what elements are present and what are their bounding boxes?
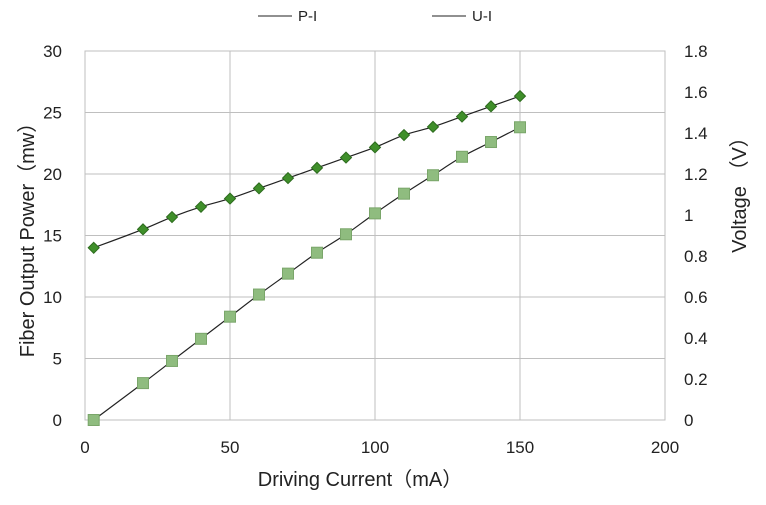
point-u-i-2	[165, 210, 179, 224]
point-u-i-8	[339, 151, 353, 164]
x-tick-label-3: 150	[506, 438, 534, 457]
point-u-i-11	[426, 120, 440, 134]
x-tick-label-0: 0	[80, 438, 89, 457]
point-p-i-8	[340, 228, 352, 241]
x-tick-label-2: 100	[361, 438, 389, 457]
gridlines	[85, 51, 665, 420]
y-left-tick-label-3: 15	[43, 227, 62, 246]
y-right-axis-title: Voltage （V）	[728, 127, 751, 253]
x-tick-label-1: 50	[221, 438, 240, 457]
point-p-i-3	[195, 332, 207, 345]
point-p-i-10	[398, 187, 410, 200]
y-right-tick-label-5: 1	[684, 206, 693, 225]
point-p-i-1	[137, 377, 149, 390]
y-left-tick-label-5: 25	[43, 104, 62, 123]
y-left-tick-label-2: 10	[43, 288, 62, 307]
legend: P-I U-I	[258, 8, 492, 25]
y-left-tick-label-1: 5	[53, 350, 62, 369]
y-left-tick-label-4: 20	[43, 165, 62, 184]
point-p-i-13	[485, 136, 497, 149]
point-p-i-4	[224, 310, 236, 323]
legend-label-p-i: P-I	[298, 8, 317, 25]
y-left-tick-labels: 0 5 10 15 20 25 30	[43, 42, 62, 430]
point-u-i-12	[455, 110, 469, 123]
legend-label-u-i: U-I	[472, 8, 492, 25]
point-p-i-0	[87, 414, 100, 426]
point-p-i-7	[311, 246, 323, 259]
y-right-tick-labels: 0 0.2 0.4 0.6 0.8 1 1.2 1.4 1.6 1.8	[684, 42, 708, 430]
point-p-i-11	[427, 169, 439, 182]
y-right-tick-label-6: 1.2	[684, 165, 708, 184]
point-p-i-6	[282, 267, 294, 280]
point-u-i-14	[513, 89, 527, 103]
point-u-i-6	[281, 171, 295, 185]
y-left-tick-label-0: 0	[53, 411, 62, 430]
point-p-i-14	[514, 121, 526, 134]
point-u-i-1	[136, 223, 150, 236]
point-u-i-13	[484, 100, 498, 113]
point-u-i-9	[368, 141, 382, 154]
point-p-i-5	[253, 288, 265, 301]
x-axis-title: Driving Current（mA）	[258, 468, 462, 491]
y-right-tick-label-0: 0	[684, 411, 693, 430]
point-p-i-12	[456, 150, 468, 163]
x-tick-labels: 0 50 100 150 200	[80, 438, 679, 457]
point-u-i-3	[194, 200, 208, 214]
point-u-i-10	[397, 128, 411, 142]
y-right-tick-label-7: 1.4	[684, 124, 708, 143]
y-left-tick-label-6: 30	[43, 42, 62, 61]
point-u-i-5	[252, 182, 266, 195]
y-left-axis-title: Fiber Output Power（mw）	[16, 113, 39, 358]
series-markers	[87, 89, 527, 426]
y-right-tick-label-8: 1.6	[684, 83, 708, 102]
point-u-i-4	[223, 192, 237, 205]
point-p-i-2	[166, 354, 178, 367]
y-right-tick-label-1: 0.2	[684, 370, 708, 389]
point-u-i-0	[87, 241, 100, 255]
y-right-tick-label-3: 0.6	[684, 288, 708, 307]
point-u-i-7	[310, 161, 324, 175]
x-tick-label-4: 200	[651, 438, 679, 457]
y-right-tick-label-9: 1.8	[684, 42, 708, 61]
y-right-tick-label-4: 0.8	[684, 247, 708, 266]
point-p-i-9	[369, 207, 381, 220]
y-right-tick-label-2: 0.4	[684, 329, 708, 348]
